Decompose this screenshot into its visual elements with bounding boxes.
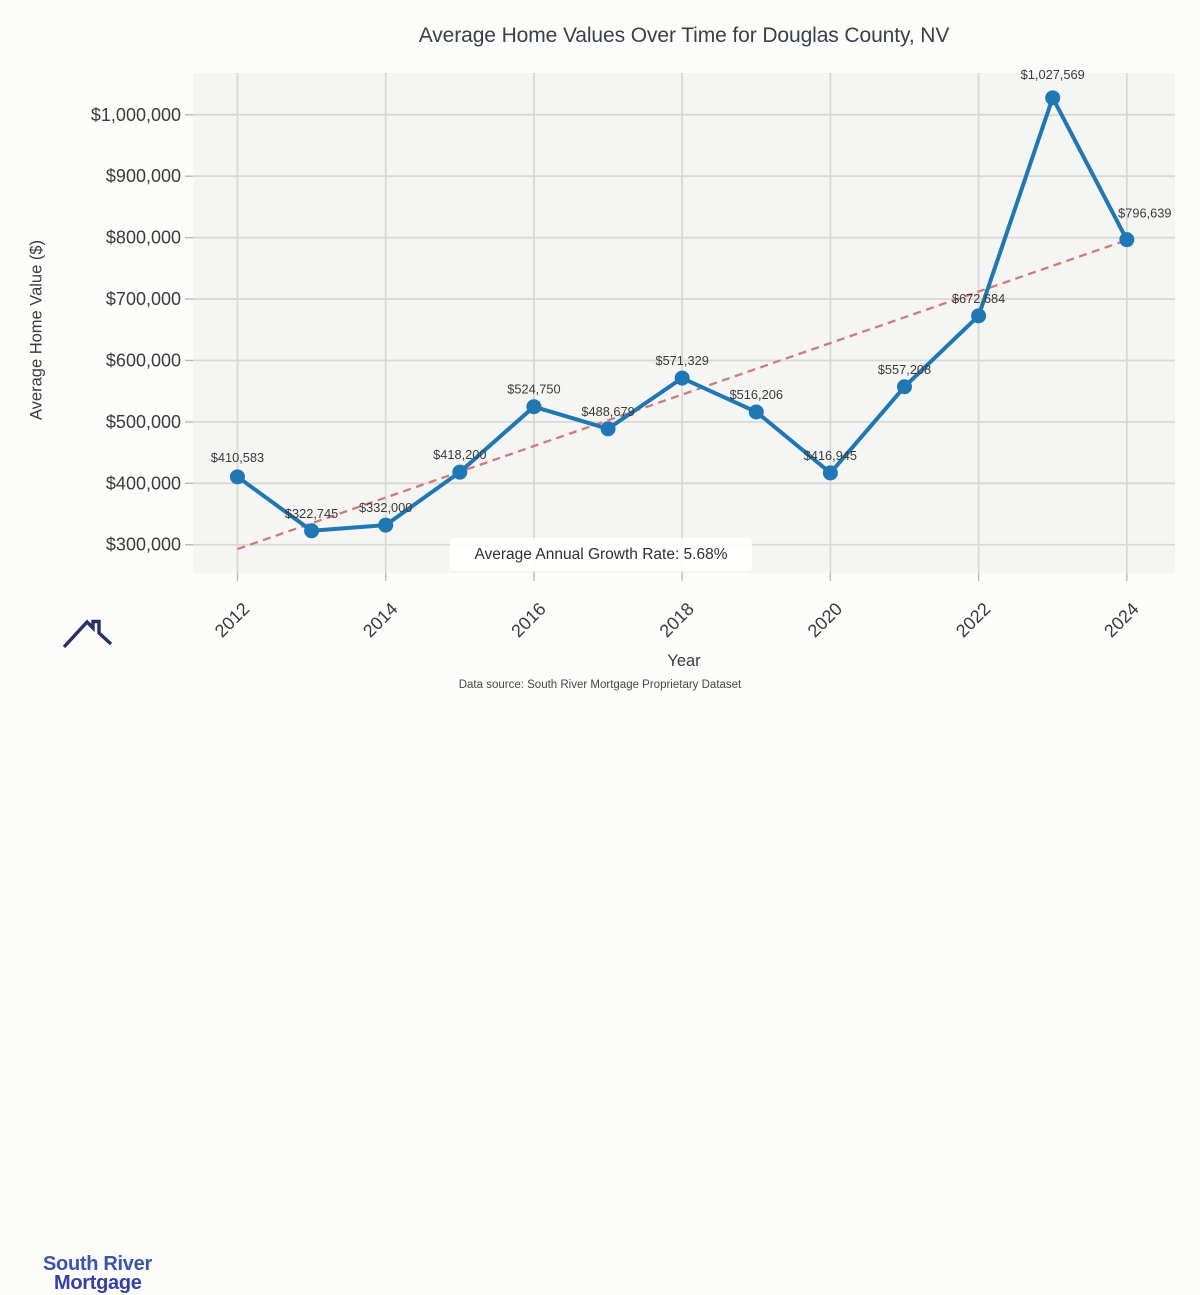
growth-rate-annotation: Average Annual Growth Rate: 5.68% <box>450 538 752 571</box>
logo: South River Mortgage <box>18 608 168 1294</box>
data-point <box>526 399 542 415</box>
y-tick-label: $400,000 <box>106 473 181 493</box>
data-point-label: $416,945 <box>804 448 857 463</box>
data-point-label: $672,684 <box>952 291 1005 306</box>
data-point-label: $557,208 <box>878 362 931 377</box>
x-tick-label: 2012 <box>211 599 253 641</box>
x-axis-label: Year <box>667 652 701 670</box>
data-point <box>822 465 838 481</box>
y-tick-label: $300,000 <box>106 535 181 555</box>
y-tick-label: $700,000 <box>106 289 181 309</box>
data-point <box>600 421 616 437</box>
data-point-label: $571,329 <box>655 353 708 368</box>
data-point <box>304 523 320 539</box>
data-point <box>896 379 912 395</box>
data-point <box>1119 232 1135 248</box>
data-point-label: $796,639 <box>1118 206 1171 221</box>
x-tick-label: 2018 <box>656 599 698 641</box>
data-point-label: $410,583 <box>211 450 264 465</box>
x-tick-label: 2022 <box>952 599 994 641</box>
chart-figure: Average Home Values Over Time for Dougla… <box>18 24 1175 1294</box>
data-source-note: Data source: South River Mortgage Propri… <box>458 679 742 691</box>
y-axis-label: Average Home Value ($) <box>27 239 46 421</box>
house-roof-path <box>62 619 113 649</box>
trend-line <box>237 238 1128 551</box>
y-tick-label: $1,000,000 <box>91 105 181 125</box>
data-point-label: $1,027,569 <box>1021 67 1085 82</box>
data-point-label: $332,000 <box>359 500 412 515</box>
y-tick-label: $600,000 <box>106 350 181 370</box>
logo-text-line2: Mortgage <box>54 1272 142 1294</box>
data-point-label: $322,745 <box>285 506 338 521</box>
data-point-label: $524,750 <box>507 382 560 397</box>
y-tick-label: $500,000 <box>106 412 181 432</box>
y-tick-label: $900,000 <box>106 166 181 186</box>
data-point-label: $516,206 <box>730 387 783 402</box>
chart-canvas: $300,000 $400,000 $500,000 $600,000 $700,000… <box>91 67 1175 641</box>
data-point <box>674 370 690 386</box>
x-tick-label: 2024 <box>1100 599 1142 641</box>
plot-area <box>193 73 1175 573</box>
data-point <box>1045 90 1061 106</box>
data-point <box>378 517 394 533</box>
data-point <box>452 464 468 480</box>
data-point-label: $488,679 <box>581 404 634 419</box>
chart-title: Average Home Values Over Time for Dougla… <box>418 24 950 47</box>
x-tick-label: 2014 <box>359 599 401 641</box>
data-point <box>229 469 245 485</box>
data-point <box>971 308 987 324</box>
x-tick-label: 2020 <box>804 599 846 641</box>
x-tick-label: 2016 <box>507 599 549 641</box>
data-point <box>748 404 764 420</box>
data-point-label: $418,200 <box>433 447 486 462</box>
house-roof-icon <box>62 619 113 649</box>
y-tick-label: $800,000 <box>106 228 181 248</box>
